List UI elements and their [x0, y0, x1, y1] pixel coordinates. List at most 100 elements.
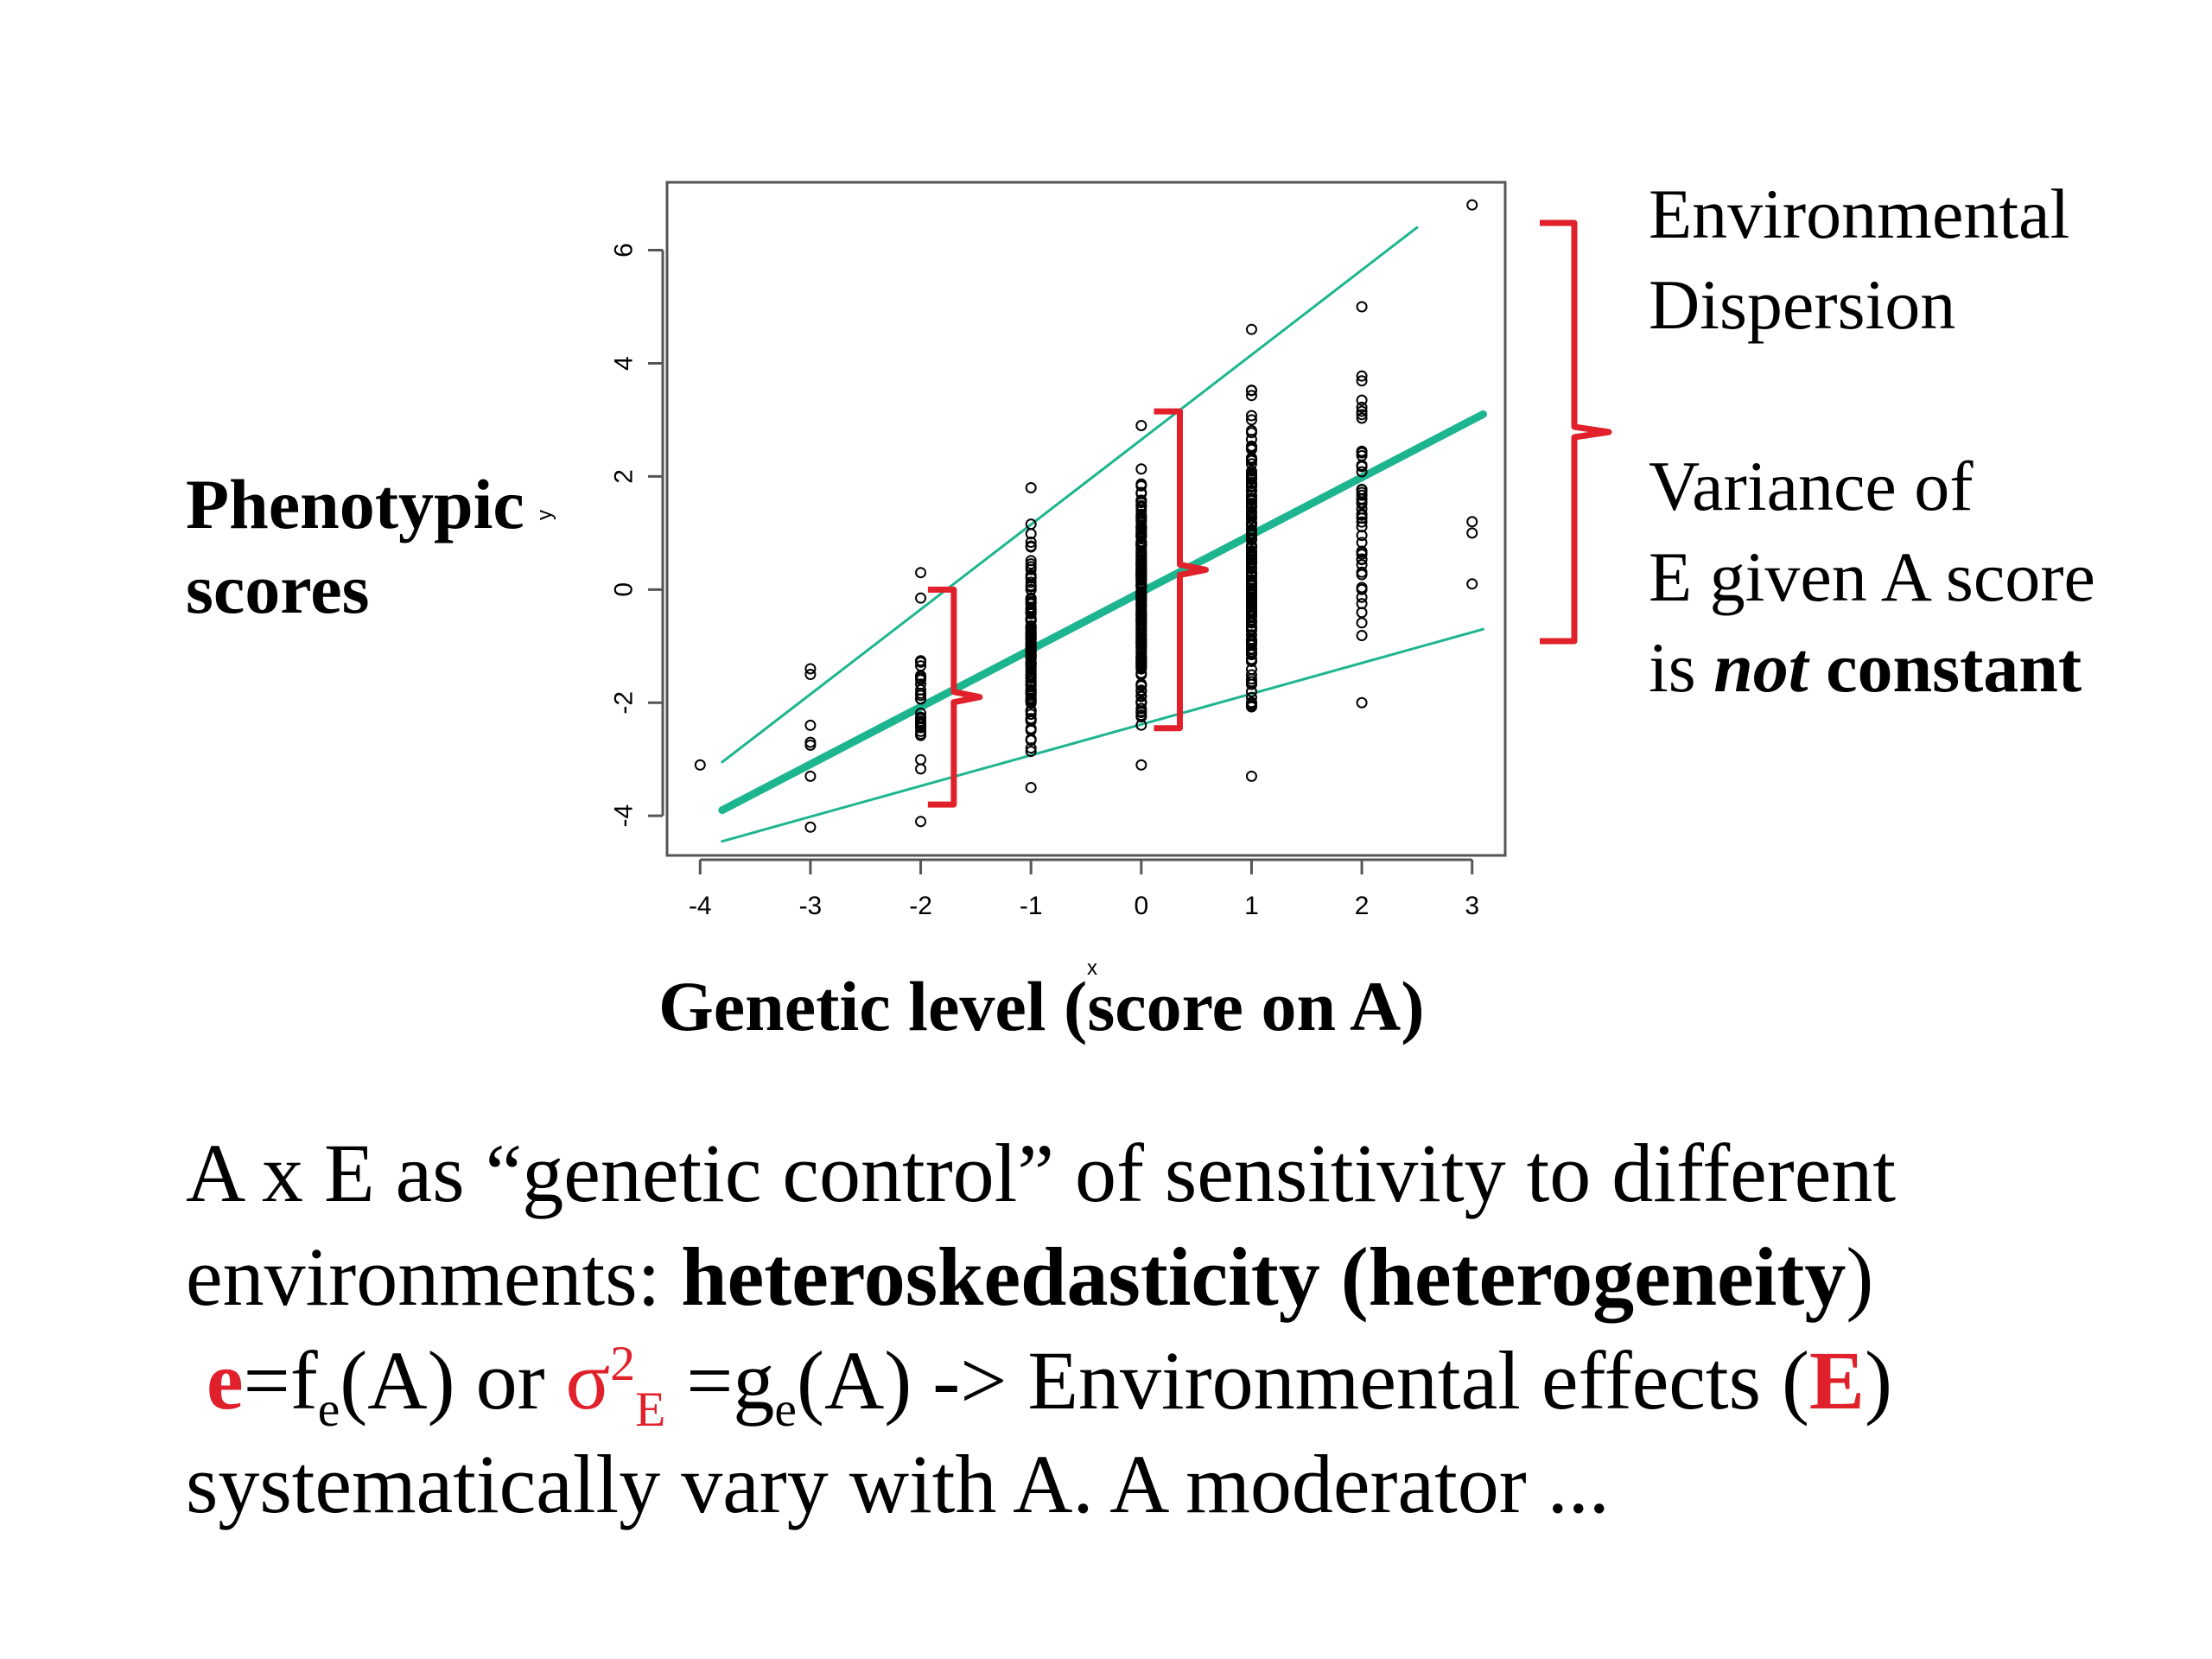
data-point — [1025, 722, 1037, 734]
data-point — [1356, 460, 1368, 472]
formula-E: E — [1808, 1334, 1865, 1427]
x-tick-label: 2 — [1355, 892, 1370, 920]
data-point — [915, 718, 927, 730]
data-point — [804, 739, 817, 751]
data-point — [1025, 621, 1037, 633]
data-point — [1025, 576, 1037, 588]
data-point — [1135, 690, 1147, 702]
data-point — [1245, 643, 1257, 655]
y-tick-label: 6 — [610, 243, 639, 257]
data-point — [1025, 638, 1037, 650]
data-point — [1135, 540, 1147, 552]
plot-frame — [665, 181, 1507, 857]
data-point — [1356, 582, 1368, 594]
data-point — [1356, 375, 1368, 387]
data-point — [1135, 696, 1147, 709]
brace-middle — [1154, 408, 1209, 732]
data-point — [1025, 481, 1037, 493]
data-point — [1245, 453, 1257, 465]
variance-line1: Variance of — [1649, 447, 1974, 525]
y-code-label: y — [533, 510, 556, 520]
data-point — [1245, 474, 1257, 486]
data-point — [1245, 770, 1257, 782]
data-point — [1135, 606, 1147, 618]
data-point — [1245, 414, 1257, 426]
body-line2-a: environments: — [186, 1230, 682, 1323]
data-point — [1135, 511, 1147, 523]
data-point — [804, 663, 817, 675]
data-point — [1135, 537, 1147, 549]
data-point — [694, 759, 706, 771]
data-point — [1466, 199, 1478, 211]
body-line3: e=fe(A) or σ2E =ge(A) -> Environmental e… — [186, 1329, 1896, 1434]
data-point — [804, 770, 817, 782]
data-point — [1245, 589, 1257, 601]
data-point — [1135, 497, 1147, 509]
data-point — [1025, 626, 1037, 638]
data-point — [1245, 617, 1257, 629]
formula-f: =f — [243, 1334, 318, 1427]
data-point — [1025, 687, 1037, 699]
data-point — [1135, 614, 1147, 626]
body-line2-bold: heteroskedasticity (heterogeneity — [681, 1230, 1847, 1323]
body-line2: environments: heteroskedasticity (hetero… — [186, 1225, 1896, 1329]
data-point — [1245, 495, 1257, 507]
formula-sub2: E — [635, 1382, 666, 1438]
data-point — [804, 669, 817, 681]
data-point — [1356, 496, 1368, 508]
data-point — [1025, 584, 1037, 596]
y-tick-label: -4 — [610, 804, 639, 828]
y-label-line1: Phenotypic — [186, 465, 524, 543]
x-tick-label: -1 — [1020, 892, 1043, 920]
data-point — [1245, 465, 1257, 477]
y-tick-label: 0 — [610, 582, 639, 597]
x-tick-label: -4 — [689, 892, 712, 920]
data-point — [1245, 629, 1257, 641]
data-point — [1245, 655, 1257, 667]
data-point — [1025, 652, 1037, 664]
data-point — [1356, 301, 1368, 313]
data-point — [1356, 607, 1368, 619]
data-point — [1025, 657, 1037, 669]
data-point — [1356, 546, 1368, 558]
y-label-line2: scores — [186, 550, 370, 628]
data-point — [1356, 412, 1368, 424]
data-point — [1245, 484, 1257, 496]
formula-sigma: σ — [565, 1334, 611, 1427]
variance-line3: is not constant — [1649, 622, 2095, 713]
data-point — [1135, 419, 1147, 431]
data-point — [804, 719, 817, 731]
fit-line-upper — [721, 226, 1419, 764]
data-point — [1245, 574, 1257, 586]
data-point — [1025, 680, 1037, 692]
data-point — [1135, 679, 1147, 691]
data-point — [1245, 505, 1257, 518]
x-tick-label: -3 — [799, 892, 823, 920]
data-point — [1025, 694, 1037, 706]
data-point — [1245, 600, 1257, 612]
formula-close: ) — [1864, 1334, 1892, 1427]
data-point — [915, 763, 927, 775]
x-axis-label: Genetic level (score on A) — [658, 966, 1425, 1047]
data-point — [915, 690, 927, 702]
x-tick-label: 1 — [1244, 892, 1259, 920]
x-tick-label: 3 — [1465, 892, 1479, 920]
data-point — [1135, 563, 1147, 575]
data-point — [1245, 701, 1257, 713]
data-point — [1245, 562, 1257, 574]
data-point — [1356, 569, 1368, 581]
data-point — [1135, 711, 1147, 723]
data-point — [1245, 685, 1257, 697]
body-line4: systematically vary with A. A moderator … — [186, 1438, 1610, 1530]
data-point — [1135, 516, 1147, 528]
data-point — [915, 567, 927, 579]
formula-a: (A) or — [340, 1334, 566, 1427]
data-point — [1135, 702, 1147, 715]
data-point — [1356, 370, 1368, 382]
data-point — [1356, 509, 1368, 521]
data-point — [1025, 746, 1037, 758]
formula-e: e — [207, 1334, 244, 1427]
dispersion-note: Environmental Dispersion Variance of E g… — [1649, 168, 2095, 713]
y-tick-label: 4 — [610, 356, 639, 371]
data-point — [1356, 530, 1368, 542]
